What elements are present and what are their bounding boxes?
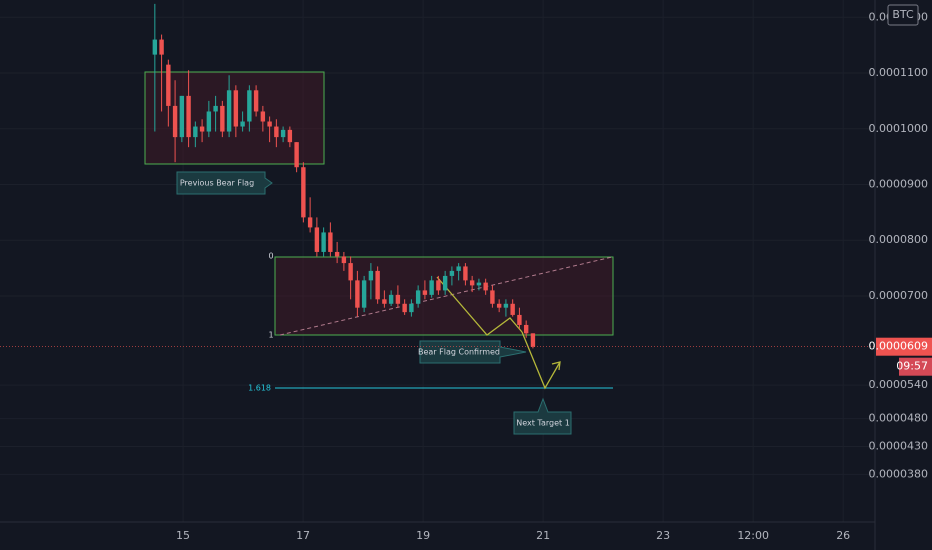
x-tick-label: 21 — [536, 529, 550, 542]
candle-body — [220, 105, 225, 132]
y-tick-label: 0.0000430 — [869, 439, 929, 452]
y-tick-label: 0.0000700 — [869, 289, 929, 302]
candle-body — [206, 111, 212, 132]
candle-body — [375, 270, 380, 300]
y-tick-label: 0.0000800 — [869, 233, 929, 246]
candle-body — [388, 294, 394, 304]
trend-line — [279, 256, 613, 336]
candle-body — [442, 275, 448, 291]
candle-body — [496, 303, 502, 308]
callout-text: Previous Bear Flag — [180, 179, 254, 188]
x-tick-label: 15 — [176, 529, 190, 542]
candle-body — [463, 266, 468, 281]
candle-body — [213, 105, 218, 112]
candle-body — [152, 39, 158, 55]
candle-body — [368, 270, 374, 281]
candle-body — [247, 90, 252, 122]
candle-body — [260, 111, 266, 122]
callout-text: Bear Flag Confirmed — [418, 348, 500, 357]
candle-body — [186, 95, 191, 138]
candle-body — [341, 256, 347, 264]
candle-body — [301, 167, 306, 218]
callout — [513, 397, 572, 435]
x-tick-label: 26 — [836, 529, 850, 542]
candle-body — [193, 126, 198, 138]
candle-body — [179, 95, 185, 138]
candle-body — [409, 303, 414, 313]
candle-body — [253, 90, 259, 112]
y-tick-label: 0.0000480 — [869, 412, 929, 425]
candle-body — [395, 294, 401, 304]
candle-body — [321, 232, 326, 252]
candle-body — [476, 282, 482, 286]
candle-body — [267, 121, 272, 127]
x-tick-label: 17 — [296, 529, 310, 542]
fib-label: 1.618 — [248, 384, 271, 393]
candle-body — [166, 64, 171, 106]
y-tick-label: 0.0000540 — [869, 378, 929, 391]
candles — [0, 3, 875, 349]
candle-body — [456, 266, 461, 271]
candle-body — [355, 280, 360, 308]
candle-body — [328, 232, 333, 252]
y-tick-label: 0.0001000 — [869, 122, 929, 135]
callout — [176, 171, 273, 195]
y-tick-label: 0.0001100 — [869, 66, 929, 79]
candle-body — [280, 129, 286, 138]
candle-body — [402, 303, 407, 313]
x-tick-label: 12:00 — [737, 529, 769, 542]
callout-text: Next Target 1 — [516, 419, 570, 428]
fib-label: 0 — [268, 252, 273, 261]
candle-body — [274, 126, 279, 138]
candle-body — [523, 324, 529, 334]
price-tag-text: 0.0000609 — [869, 340, 929, 353]
candle-body — [422, 290, 428, 295]
fib-label: 1 — [268, 331, 273, 340]
countdown-text: 09:57 — [896, 360, 928, 373]
candle-body — [233, 90, 239, 127]
candle-body — [294, 142, 299, 168]
wave-path — [436, 276, 523, 336]
callout — [419, 340, 527, 364]
candle-body — [382, 299, 387, 304]
candle-body — [172, 105, 178, 138]
y-tick-label: 0.0000900 — [869, 177, 929, 190]
grid — [0, 0, 875, 522]
candle-body — [159, 39, 164, 55]
price-tag — [876, 337, 932, 356]
candle-body — [415, 290, 421, 304]
axis-labels: 0.0000380 0.0000430 0.0000480 0.0000540 0.00… — [176, 10, 932, 542]
candle-body — [334, 251, 340, 257]
candle-body — [314, 227, 320, 252]
candle-body — [483, 282, 488, 291]
candle-body — [510, 303, 515, 315]
x-tick-label: 19 — [416, 529, 430, 542]
candle-body — [199, 126, 205, 132]
candle-body — [503, 303, 509, 308]
candle-body — [469, 280, 475, 286]
countdown-tag — [899, 357, 932, 376]
arrow-head — [551, 361, 561, 371]
candle-body — [490, 290, 495, 304]
x-tick-label: 23 — [656, 529, 670, 542]
projection-path — [521, 331, 561, 390]
symbol-box — [887, 4, 919, 26]
candle-body — [429, 280, 434, 295]
candle-body — [517, 314, 522, 325]
candle-body — [449, 270, 455, 276]
candle-body — [436, 280, 441, 291]
symbol: BTC — [892, 8, 914, 21]
candle-body — [361, 280, 367, 308]
candle-body — [287, 129, 293, 143]
candle-body — [307, 217, 313, 228]
candle-body — [348, 263, 353, 281]
candle-body — [240, 121, 245, 127]
y-tick-label: 0.0000380 — [869, 467, 929, 480]
candle-body — [226, 90, 232, 132]
candle-body — [530, 333, 536, 347]
